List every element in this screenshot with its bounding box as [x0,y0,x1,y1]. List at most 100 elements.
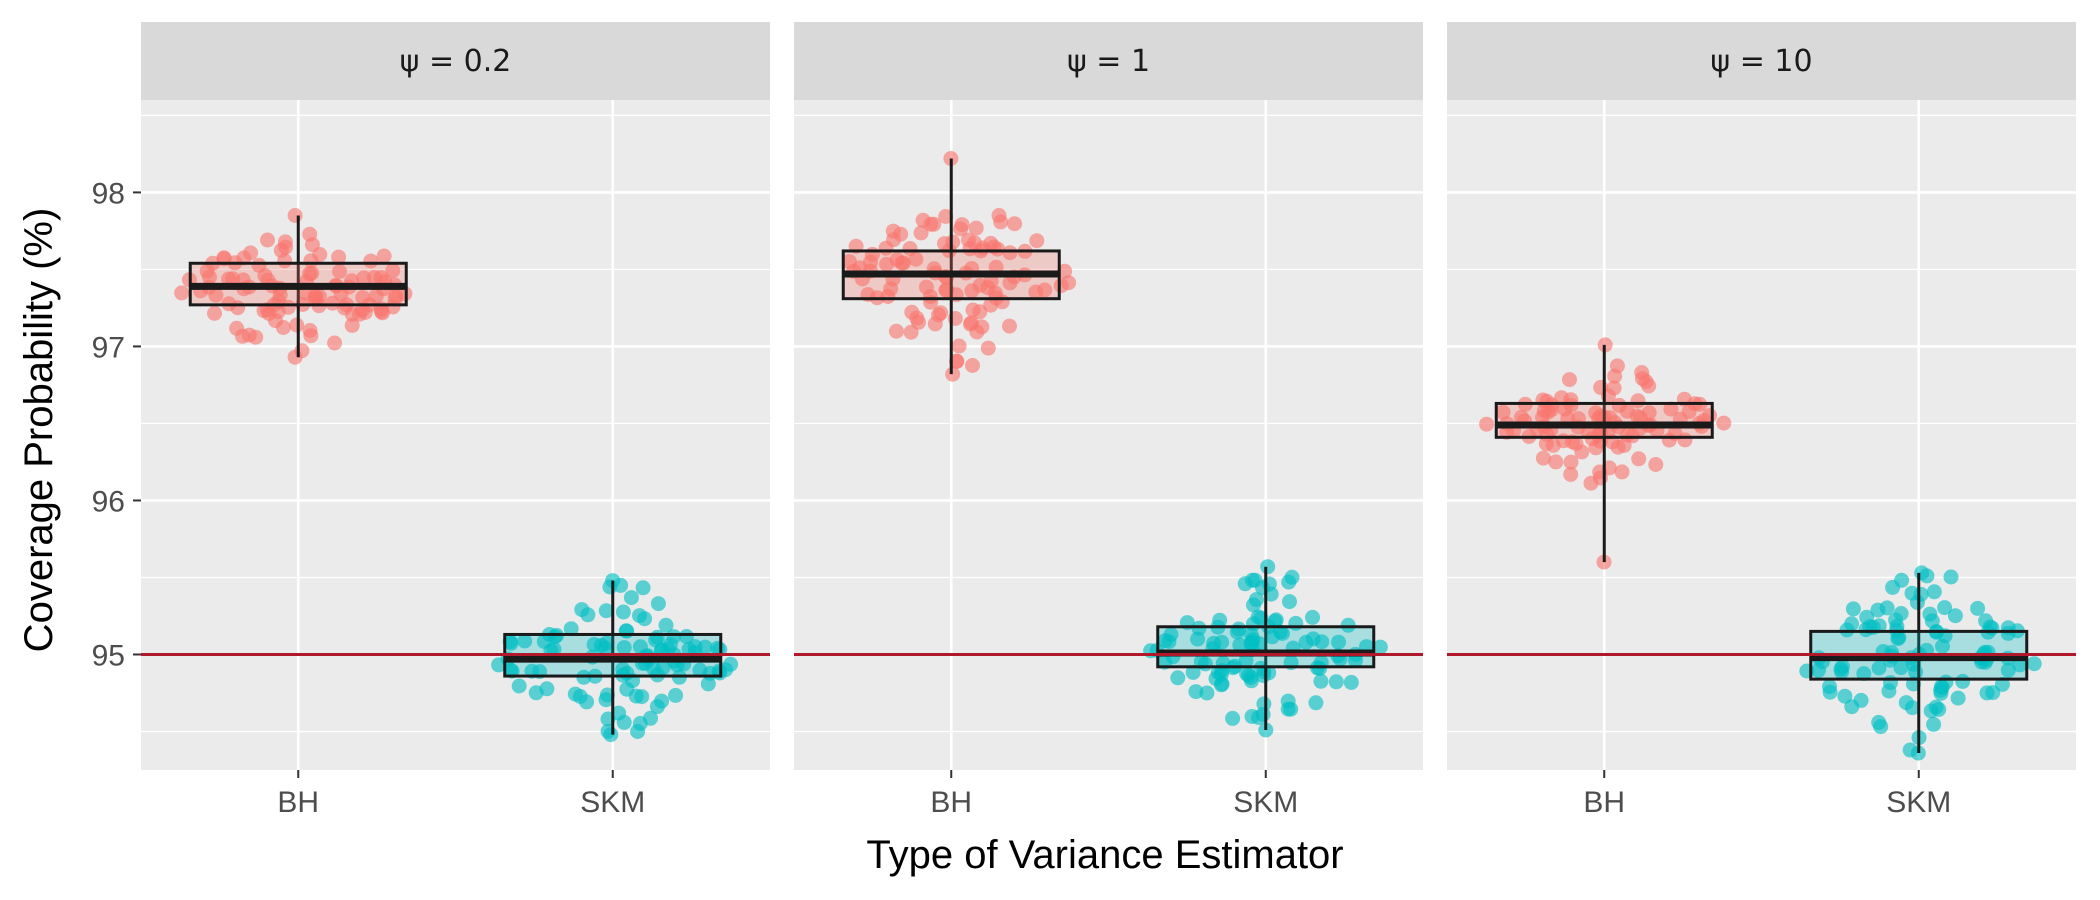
y-tick-label: 97 [92,331,125,364]
data-point [289,317,305,333]
data-point [883,281,899,297]
data-point [1343,674,1359,690]
data-point [208,287,224,303]
data-point [1535,450,1551,466]
data-point [615,604,631,620]
data-point [1837,688,1853,704]
data-point [951,338,967,354]
data-point [889,252,905,268]
data-point [972,277,988,293]
data-point [2000,662,2016,678]
data-point [1312,661,1328,676]
panels-layer: ψ = 0.2 BH SKM ψ = 1 BH SKM ψ = 10 BH SKM [141,22,2076,819]
data-point [1284,569,1300,585]
data-point [1305,609,1320,625]
data-point [1225,710,1241,726]
data-point [679,629,694,644]
data-point [491,657,507,673]
data-point [654,693,670,709]
data-point [1885,579,1901,595]
data-point [1163,627,1179,642]
data-point [965,302,981,318]
data-point [287,208,303,223]
data-point [503,662,519,678]
data-point [908,251,924,267]
data-point [1596,554,1612,570]
data-point [302,323,318,338]
data-point [1638,374,1654,389]
data-point [962,316,978,332]
data-point [668,687,684,703]
data-point [1994,676,2010,692]
data-point [236,250,252,266]
data-point [356,270,372,286]
x-tick-label: SKM [1886,786,1951,819]
data-point [1926,716,1942,732]
data-point [666,629,682,645]
data-point [517,633,533,649]
data-point [953,221,969,237]
data-point [1810,662,1826,678]
data-point [1248,592,1264,608]
data-point [913,225,929,241]
data-point [1648,457,1664,472]
box-iqr-skm [1156,625,1376,669]
panel-strip-label: ψ = 10 [1710,44,1812,79]
box-iqr-bh [1494,401,1714,439]
data-point [1214,676,1230,692]
x-tick-label: BH [930,786,972,819]
data-point [1185,664,1201,680]
data-point [221,271,237,287]
data-point [1244,572,1260,588]
data-point [1933,682,1949,698]
data-point [1588,440,1604,456]
data-point [1191,620,1207,636]
data-point [611,705,627,721]
data-point [302,226,318,242]
data-point [1845,601,1861,617]
data-point [1631,451,1647,467]
data-point [1244,673,1259,689]
data-point [888,323,904,339]
data-point [1188,684,1204,700]
x-tick-label: SKM [580,786,645,819]
data-point [1002,275,1018,291]
data-point [503,635,519,651]
data-point [1970,600,1986,616]
data-point [174,285,190,301]
data-point [352,306,367,322]
data-point [260,232,275,248]
data-point [628,688,644,704]
data-point [1562,372,1577,388]
data-point [539,681,555,697]
data-point [294,343,310,359]
x-axis-title: Type of Variance Estimator [866,833,1343,877]
data-point [241,327,257,343]
panel-strip [1447,22,2076,100]
data-point [1268,612,1284,628]
data-point [841,254,857,270]
data-point [1853,692,1869,708]
data-point [593,638,609,653]
data-point [968,220,984,236]
data-point [275,320,291,335]
data-point [885,223,901,239]
data-point [1947,608,1963,624]
data-point [1937,600,1953,616]
y-tick-label: 98 [92,177,125,210]
data-point [918,279,934,295]
data-point [302,266,318,282]
data-point [1871,714,1887,730]
data-point [1002,245,1018,261]
data-point [333,286,349,302]
data-point [623,590,639,606]
panel-3: ψ = 10 BH SKM [1447,22,2076,819]
data-point [926,216,942,232]
panel-strip-label: ψ = 1 [1067,44,1150,79]
panel-strip-label: ψ = 0.2 [400,44,512,79]
panel-strip [794,22,1423,100]
data-point [658,617,674,633]
data-point [376,248,392,264]
data-point [1232,637,1248,653]
data-point [1834,664,1850,680]
